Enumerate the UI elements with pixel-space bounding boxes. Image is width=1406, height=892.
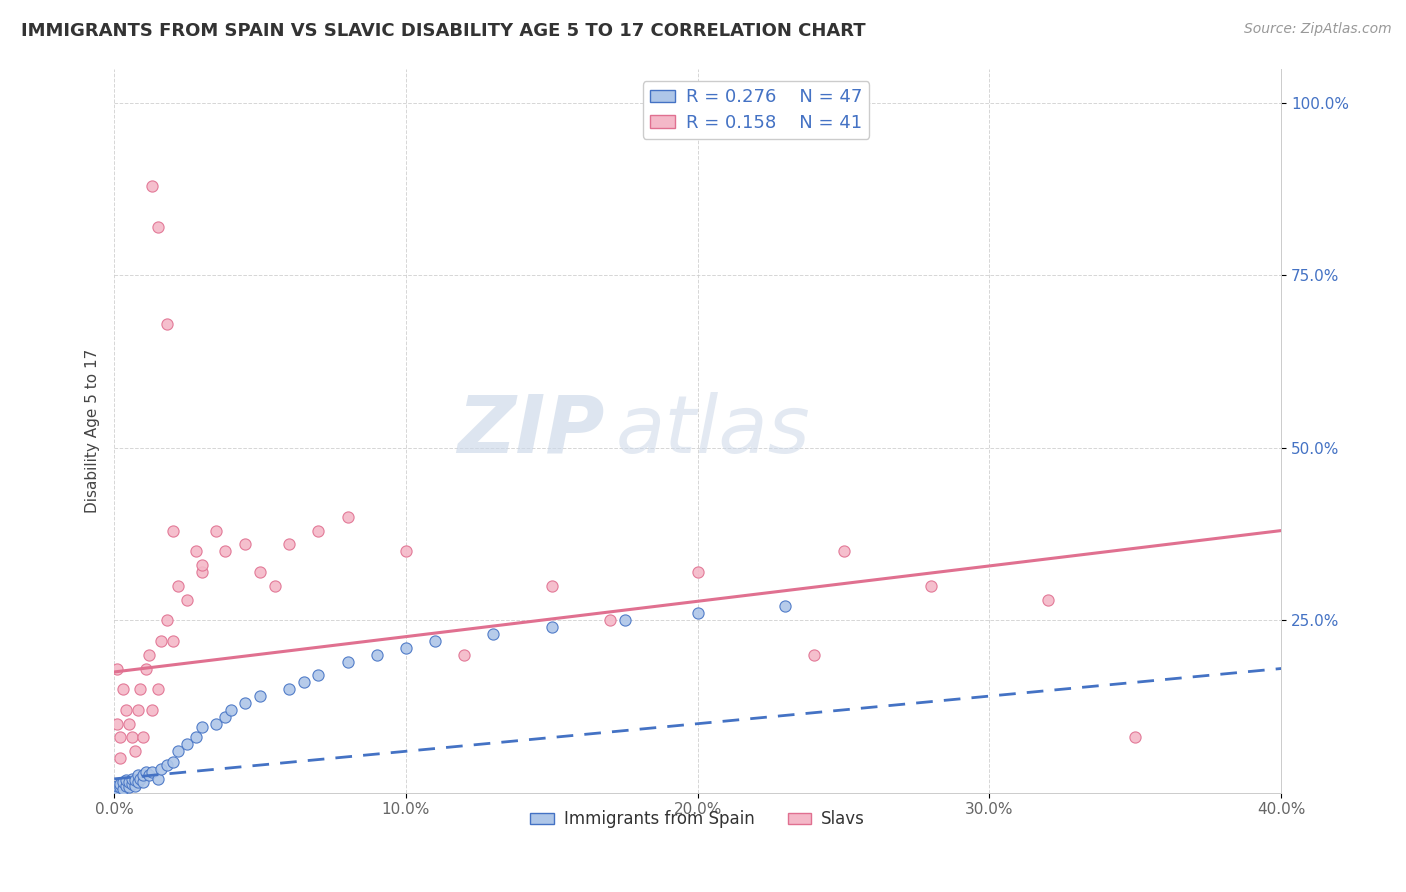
Point [124,779,146,793]
Point [540,579,562,593]
Point [205,524,228,538]
Point [141,703,163,717]
Point [127,703,149,717]
Point [773,599,796,614]
Point [235,696,257,710]
Point [167,579,190,593]
Point [118,775,141,789]
Point [214,544,236,558]
Text: IMMIGRANTS FROM SPAIN VS SLAVIC DISABILITY AGE 5 TO 17 CORRELATION CHART: IMMIGRANTS FROM SPAIN VS SLAVIC DISABILI… [21,22,866,40]
Point [105,661,128,675]
Point [138,768,160,782]
Point [307,668,329,682]
Point [105,782,128,797]
Point [138,648,160,662]
Point [135,661,157,675]
Point [613,613,636,627]
Point [162,634,184,648]
Point [184,731,207,745]
Point [1123,731,1146,745]
Point [278,537,301,551]
Point [167,744,190,758]
Point [176,592,198,607]
Point [184,544,207,558]
Point [141,178,163,193]
Point [115,703,138,717]
Point [149,634,172,648]
Point [118,716,141,731]
Point [146,220,169,235]
Point [190,558,212,572]
Point [832,544,855,558]
Text: Source: ZipAtlas.com: Source: ZipAtlas.com [1244,22,1392,37]
Point [105,716,128,731]
Point [156,758,179,772]
Point [129,772,152,786]
Point [205,716,228,731]
Point [366,648,388,662]
Point [423,634,446,648]
Point [395,640,418,655]
Point [115,779,138,793]
Point [292,675,315,690]
Point [108,731,131,745]
Point [108,777,131,791]
Point [156,613,179,627]
Point [108,780,131,794]
Point [121,777,143,791]
Point [127,768,149,782]
Point [482,627,505,641]
Point [141,764,163,779]
Point [132,775,155,789]
Point [108,751,131,765]
Point [121,731,143,745]
Point [162,755,184,769]
Point [219,703,242,717]
Point [263,579,285,593]
Point [124,744,146,758]
Point [162,524,184,538]
Point [540,620,562,634]
Point [121,772,143,786]
Point [920,579,942,593]
Point [105,779,128,793]
Point [336,655,359,669]
Point [214,710,236,724]
Point [278,682,301,697]
Point [132,731,155,745]
Legend: Immigrants from Spain, Slavs: Immigrants from Spain, Slavs [523,804,872,835]
Point [599,613,621,627]
Point [249,565,271,579]
Point [453,648,475,662]
Point [146,772,169,786]
Point [124,773,146,788]
Point [176,738,198,752]
Point [115,773,138,788]
Point [336,509,359,524]
Text: atlas: atlas [616,392,811,469]
Point [686,565,709,579]
Point [111,775,134,789]
Point [118,780,141,794]
Y-axis label: Disability Age 5 to 17: Disability Age 5 to 17 [86,349,100,513]
Point [395,544,418,558]
Point [249,689,271,703]
Point [190,720,212,734]
Point [156,317,179,331]
Point [307,524,329,538]
Point [146,682,169,697]
Point [111,682,134,697]
Point [803,648,825,662]
Point [149,762,172,776]
Text: ZIP: ZIP [457,392,605,469]
Point [127,775,149,789]
Point [686,607,709,621]
Point [132,768,155,782]
Point [190,565,212,579]
Point [235,537,257,551]
Point [111,781,134,796]
Point [135,764,157,779]
Point [129,682,152,697]
Point [1036,592,1059,607]
